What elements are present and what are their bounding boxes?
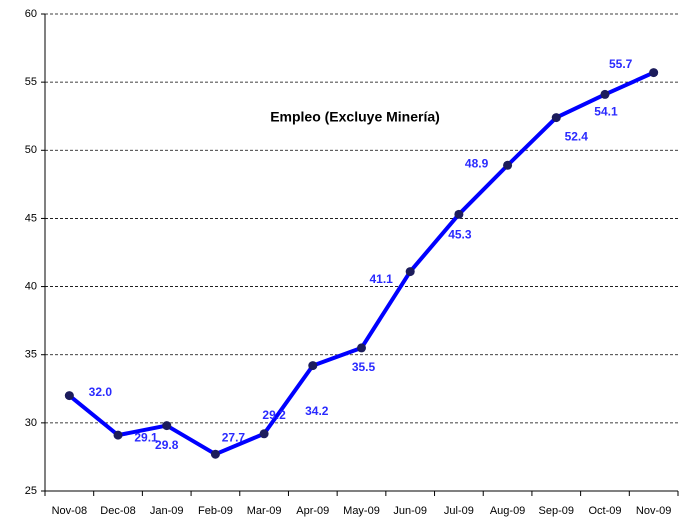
x-tick-label: Sep-09 [539, 505, 574, 517]
y-tick-label: 50 [25, 144, 37, 156]
data-point [162, 421, 172, 431]
data-point [454, 209, 464, 219]
data-label: 45.3 [448, 228, 472, 242]
data-point [113, 430, 123, 440]
y-tick-label: 35 [25, 349, 37, 361]
y-tick-label: 25 [25, 485, 37, 497]
data-point [259, 429, 269, 439]
data-label: 35.5 [352, 360, 376, 374]
data-label: 29.2 [262, 408, 286, 422]
data-point [649, 68, 659, 78]
x-tick-label: Nov-08 [52, 505, 87, 517]
data-label: 48.9 [465, 156, 489, 170]
y-tick-label: 40 [25, 280, 37, 292]
data-label: 29.1 [134, 430, 158, 444]
data-label: 55.7 [609, 57, 633, 71]
data-point [357, 343, 366, 353]
x-tick-label: Mar-09 [247, 505, 282, 517]
x-tick-label: Oct-09 [588, 505, 621, 517]
data-point [210, 449, 220, 459]
y-tick-label: 30 [25, 417, 37, 429]
x-tick-label: Apr-09 [296, 505, 329, 517]
data-label: 29.8 [155, 438, 179, 452]
x-tick-label: Dec-08 [100, 505, 135, 517]
chart-title: Empleo (Excluye Minería) [270, 109, 440, 125]
data-point [503, 160, 513, 170]
y-tick-label: 45 [25, 212, 37, 224]
x-tick-label: Feb-09 [198, 505, 233, 517]
data-label: 52.4 [565, 130, 589, 144]
data-point [405, 267, 415, 277]
y-tick-label: 55 [25, 76, 37, 88]
data-label: 34.2 [305, 404, 329, 418]
data-point [308, 361, 318, 371]
x-tick-label: Nov-09 [636, 505, 671, 517]
x-tick-label: Jul-09 [444, 505, 474, 517]
data-label: 27.7 [222, 430, 246, 444]
x-tick-label: Jun-09 [393, 505, 427, 517]
data-label: 32.0 [89, 385, 113, 399]
data-label: 41.1 [370, 272, 394, 286]
data-point [64, 391, 74, 401]
x-tick-label: Aug-09 [490, 505, 525, 517]
data-point [600, 89, 610, 99]
x-tick-label: Jan-09 [150, 505, 184, 517]
y-tick-label: 60 [25, 8, 37, 20]
data-point [551, 113, 561, 123]
x-tick-label: May-09 [343, 505, 380, 517]
data-label: 54.1 [594, 105, 618, 119]
